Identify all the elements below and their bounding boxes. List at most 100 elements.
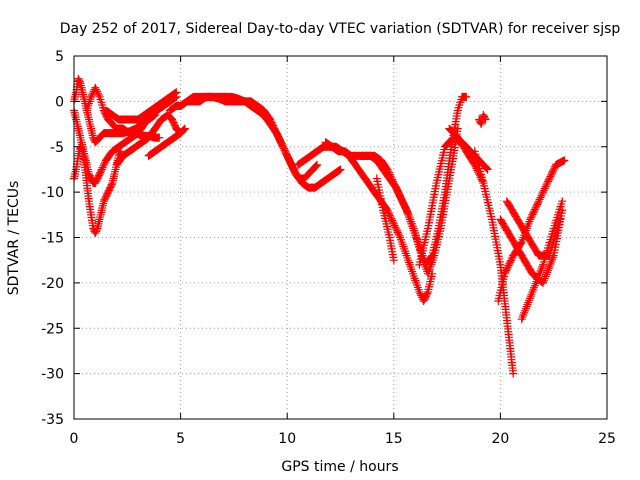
data-point-marker <box>389 177 397 186</box>
data-point-marker <box>549 165 558 174</box>
data-point-marker <box>385 168 394 177</box>
data-point-marker <box>541 182 550 191</box>
data-point-marker <box>94 91 103 100</box>
data-point-marker <box>533 200 542 209</box>
y-tick-label: -30 <box>41 367 64 383</box>
y-tick-label: -25 <box>41 321 64 337</box>
data-point-marker <box>278 141 287 150</box>
data-point-marker <box>312 161 321 170</box>
data-point-marker <box>535 195 544 204</box>
data-point-marker <box>282 149 291 158</box>
data-point-marker <box>400 202 409 211</box>
data-point-marker <box>385 209 394 218</box>
data-point-marker <box>100 159 109 168</box>
data-point-marker <box>415 287 424 296</box>
series-arc-g <box>144 129 185 160</box>
data-point-marker <box>93 89 102 98</box>
data-point-marker <box>336 165 345 174</box>
data-point-marker <box>276 137 285 146</box>
data-point-marker <box>172 88 181 97</box>
data-point-marker <box>388 216 397 225</box>
data-point-marker <box>532 202 541 211</box>
x-tick-label: 10 <box>278 431 296 447</box>
x-axis-ticks: 0 5 10 15 20 25 <box>70 56 616 447</box>
data-point-marker <box>530 207 539 216</box>
data-point-marker <box>503 263 512 272</box>
y-tick-label: -10 <box>41 185 64 201</box>
data-point-marker <box>394 230 403 239</box>
data-point-marker <box>388 175 397 184</box>
data-point-marker <box>384 207 393 216</box>
data-point-marker <box>274 132 283 141</box>
data-point-marker <box>277 139 286 148</box>
series-arc-r <box>494 156 569 306</box>
data-point-marker <box>385 170 394 179</box>
x-tick-label: 20 <box>491 431 509 447</box>
data-point-marker <box>286 159 295 168</box>
data-point-marker <box>547 169 556 178</box>
data-point-marker <box>416 289 425 298</box>
data-point-marker <box>540 184 549 193</box>
data-point-marker <box>92 85 101 94</box>
data-point-marker <box>91 83 100 92</box>
series-arc-p <box>475 110 490 129</box>
data-point-marker <box>396 192 405 201</box>
data-point-marker <box>396 194 405 203</box>
data-point-marker <box>383 165 392 174</box>
data-point-marker <box>531 203 540 212</box>
data-point-marker <box>387 173 396 182</box>
series-arc-i <box>176 92 345 192</box>
data-point-marker <box>544 177 553 186</box>
data-point-marker <box>274 134 283 143</box>
data-point-marker <box>97 166 106 175</box>
data-point-marker <box>280 146 289 155</box>
data-point-marker <box>483 165 492 174</box>
data-point-marker <box>311 162 320 171</box>
data-point-marker <box>386 172 395 181</box>
data-point-marker <box>529 208 538 217</box>
data-point-marker <box>536 193 545 202</box>
y-tick-label: 0 <box>55 94 64 110</box>
data-point-marker <box>545 174 554 183</box>
data-point-marker <box>539 186 548 195</box>
data-point-marker <box>506 256 515 265</box>
data-point-marker <box>313 160 322 169</box>
data-point-marker <box>530 205 539 214</box>
data-point-marker <box>502 264 511 273</box>
series-arc-s <box>496 206 567 287</box>
data-point-marker <box>284 154 293 163</box>
data-point-marker <box>509 369 518 378</box>
data-point-marker <box>504 261 513 270</box>
y-tick-label: -35 <box>41 412 64 428</box>
data-point-marker <box>390 180 399 189</box>
data-point-marker <box>282 151 291 160</box>
x-tick-label: 25 <box>598 431 616 447</box>
y-axis-ticks: -35 -30 -25 -20 -15 -10 -5 0 5 <box>41 49 607 428</box>
data-point-marker <box>75 77 84 86</box>
data-point-marker <box>286 158 295 167</box>
data-point-marker <box>534 198 543 207</box>
data-point-marker <box>538 189 547 198</box>
data-point-marker <box>180 125 189 134</box>
data-point-marker <box>534 197 543 206</box>
data-point-marker <box>462 92 471 101</box>
data-point-marker <box>401 204 410 213</box>
data-point-marker <box>482 164 491 173</box>
data-point-marker <box>180 124 189 133</box>
data-point-marker <box>548 167 557 176</box>
data-point-marker <box>176 129 185 138</box>
data-point-marker <box>391 182 400 191</box>
data-point-marker <box>392 226 401 235</box>
data-point-marker <box>288 163 297 172</box>
data-point-marker <box>395 231 404 240</box>
data-point-marker <box>393 187 402 196</box>
data-point-marker <box>547 170 556 179</box>
y-tick-label: -15 <box>41 231 64 247</box>
x-tick-label: 0 <box>70 431 79 447</box>
data-point-marker <box>283 152 292 161</box>
data-point-marker <box>285 156 294 165</box>
data-point-marker <box>537 191 546 200</box>
chart-title: Day 252 of 2017, Sidereal Day-to-day VTE… <box>60 21 621 37</box>
